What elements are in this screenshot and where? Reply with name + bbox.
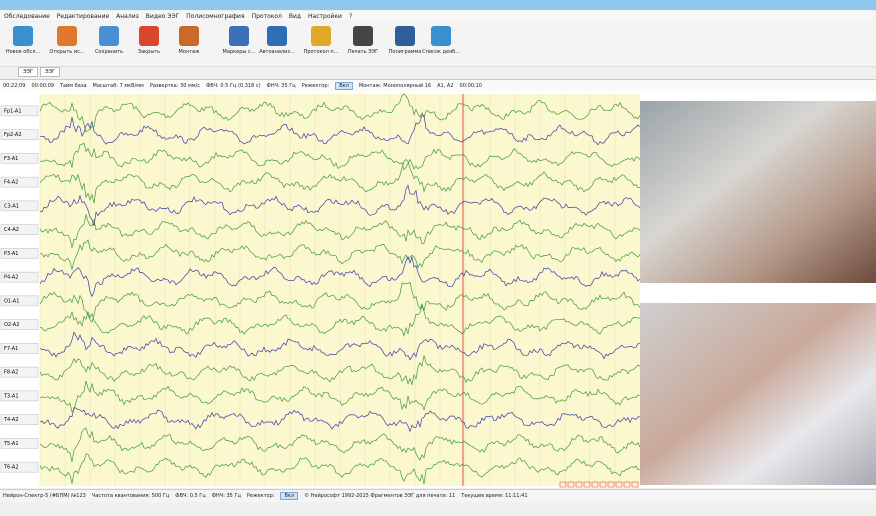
toolbar-button[interactable]: Автоанализ... [256,26,298,55]
video-frame [640,101,876,283]
menu-bar: Обследование Редактирование Анализ Видео ЭЭ… [0,11,876,21]
button-label: Печать ЭЭГ [342,49,384,55]
info-field: Монтаж: Монополярный 16 [359,83,431,89]
toolbar-button[interactable]: Печать ЭЭГ [342,26,384,55]
tab[interactable]: ЭЭГ [40,67,60,77]
icon [57,26,77,46]
channel-label: Fp1-A1 [4,108,22,114]
video-frame [640,303,876,485]
menu-item[interactable]: Редактирование [57,13,109,20]
status-field: © Нейрософт 1992-2015 Фрагментов ЭЭГ для… [304,493,455,499]
info-field: 00:00:10 [460,83,482,89]
info-field: ФНЧ: 35 Гц [267,83,296,89]
title-bar [0,0,876,10]
channel-label: T4-A2 [3,417,19,423]
eeg-view: Fp1-A1 Fp2-A2 F3-A1 F4-A2 C3-A1 C4-A2 P3-A1 P4-… [0,91,876,488]
button-label: Список деяб... [420,49,462,55]
status-bar: Нейрон-Спектр-5 (#БПМ) №123 Частота квант… [0,489,876,502]
button-label: Открыть ис... [46,49,88,55]
menu-item[interactable]: ? [349,13,352,20]
icon [311,26,331,46]
channel-label: O1-A1 [4,298,19,304]
toolbar-button[interactable]: Маркеры с... [218,26,260,55]
status-field: ФВЧ: 0.5 Гц [175,493,205,499]
icon [395,26,415,46]
toolbar-button[interactable]: Закрыть [128,26,170,55]
channel-label: F7-A1 [4,346,18,352]
menu-item[interactable]: Протокол [252,13,282,20]
menu-item[interactable]: Анализ [116,13,139,20]
info-field: 00:00:09 [31,83,53,89]
button-label: Сохранить [88,49,130,55]
menu-item[interactable]: Настройки [308,13,342,20]
status-field: Текущее время: 11:11:41 [461,493,527,499]
channel-label: T6-A2 [3,465,19,471]
channel-label: T5-A1 [3,441,19,447]
menu-item[interactable]: Полисомнография [186,13,244,20]
info-field: Масштаб: 7 мкВ/мм [93,83,144,89]
icon [179,26,199,46]
button-label: Автоанализ... [256,49,298,55]
channel-label: C4-A2 [4,227,19,233]
channel-label: T3-A1 [3,393,19,399]
menu-item[interactable]: Видео ЭЭГ [146,13,179,20]
toolbar-button[interactable]: Новое обсл... [2,26,44,55]
tab[interactable]: ЭЭГ [18,67,38,77]
channel-label: F4-A2 [4,180,18,186]
status-field: Частота квантования: 500 Гц [92,493,169,499]
icon [431,26,451,46]
channel-label: P3-A1 [4,251,19,257]
status-field: ФНЧ: 35 Гц [212,493,241,499]
menu-item[interactable]: Вид [289,13,301,20]
status-field: Вкл [280,492,298,500]
status-field: Нейрон-Спектр-5 (#БПМ) №123 [3,493,86,499]
button-label: Закрыть [128,49,170,55]
icon [353,26,373,46]
toolbar: Новое обсл...Открыть ис...СохранитьЗакры… [0,22,876,67]
toolbar-button[interactable]: Монтаж [168,26,210,55]
info-field: Режектор: [302,83,330,89]
toolbar-button[interactable]: Сохранить [88,26,130,55]
button-label: Протокол п... [300,49,342,55]
info-field: Тайм база [60,83,87,89]
tab-bar: ЭЭГЭЭГ [0,67,876,77]
status-field: Режектор: [247,493,275,499]
channel-label: P4-A2 [4,275,19,281]
icon [13,26,33,46]
menu-item[interactable]: Обследование [4,13,50,20]
info-field: 00:22:09 [3,83,25,89]
info-field: Вкл [335,82,353,90]
app-window: {"menu":["Обследование","Редактирование"… [0,0,876,516]
icon [99,26,119,46]
toolbar-button[interactable]: Открыть ис... [46,26,88,55]
button-label: Маркеры с... [218,49,260,55]
channel-label: O2-A2 [4,322,19,328]
channel-label: C3-A1 [4,203,19,209]
channel-label: Fp2-A2 [4,132,22,138]
toolbar-button[interactable]: Протокол п... [300,26,342,55]
channel-label: F8-A2 [4,370,18,376]
icon [267,26,287,46]
info-field: Развертка: 30 мм/с [150,83,200,89]
icon [229,26,249,46]
button-label: Новое обсл... [2,49,44,55]
channel-label: F3-A1 [4,156,18,162]
icon [139,26,159,46]
button-label: Монтаж [168,49,210,55]
info-field: A1, A2 [437,83,453,89]
info-field: ФВЧ: 0.5 Гц (0.318 с) [206,83,261,89]
toolbar-button[interactable]: Список деяб... [420,26,462,55]
